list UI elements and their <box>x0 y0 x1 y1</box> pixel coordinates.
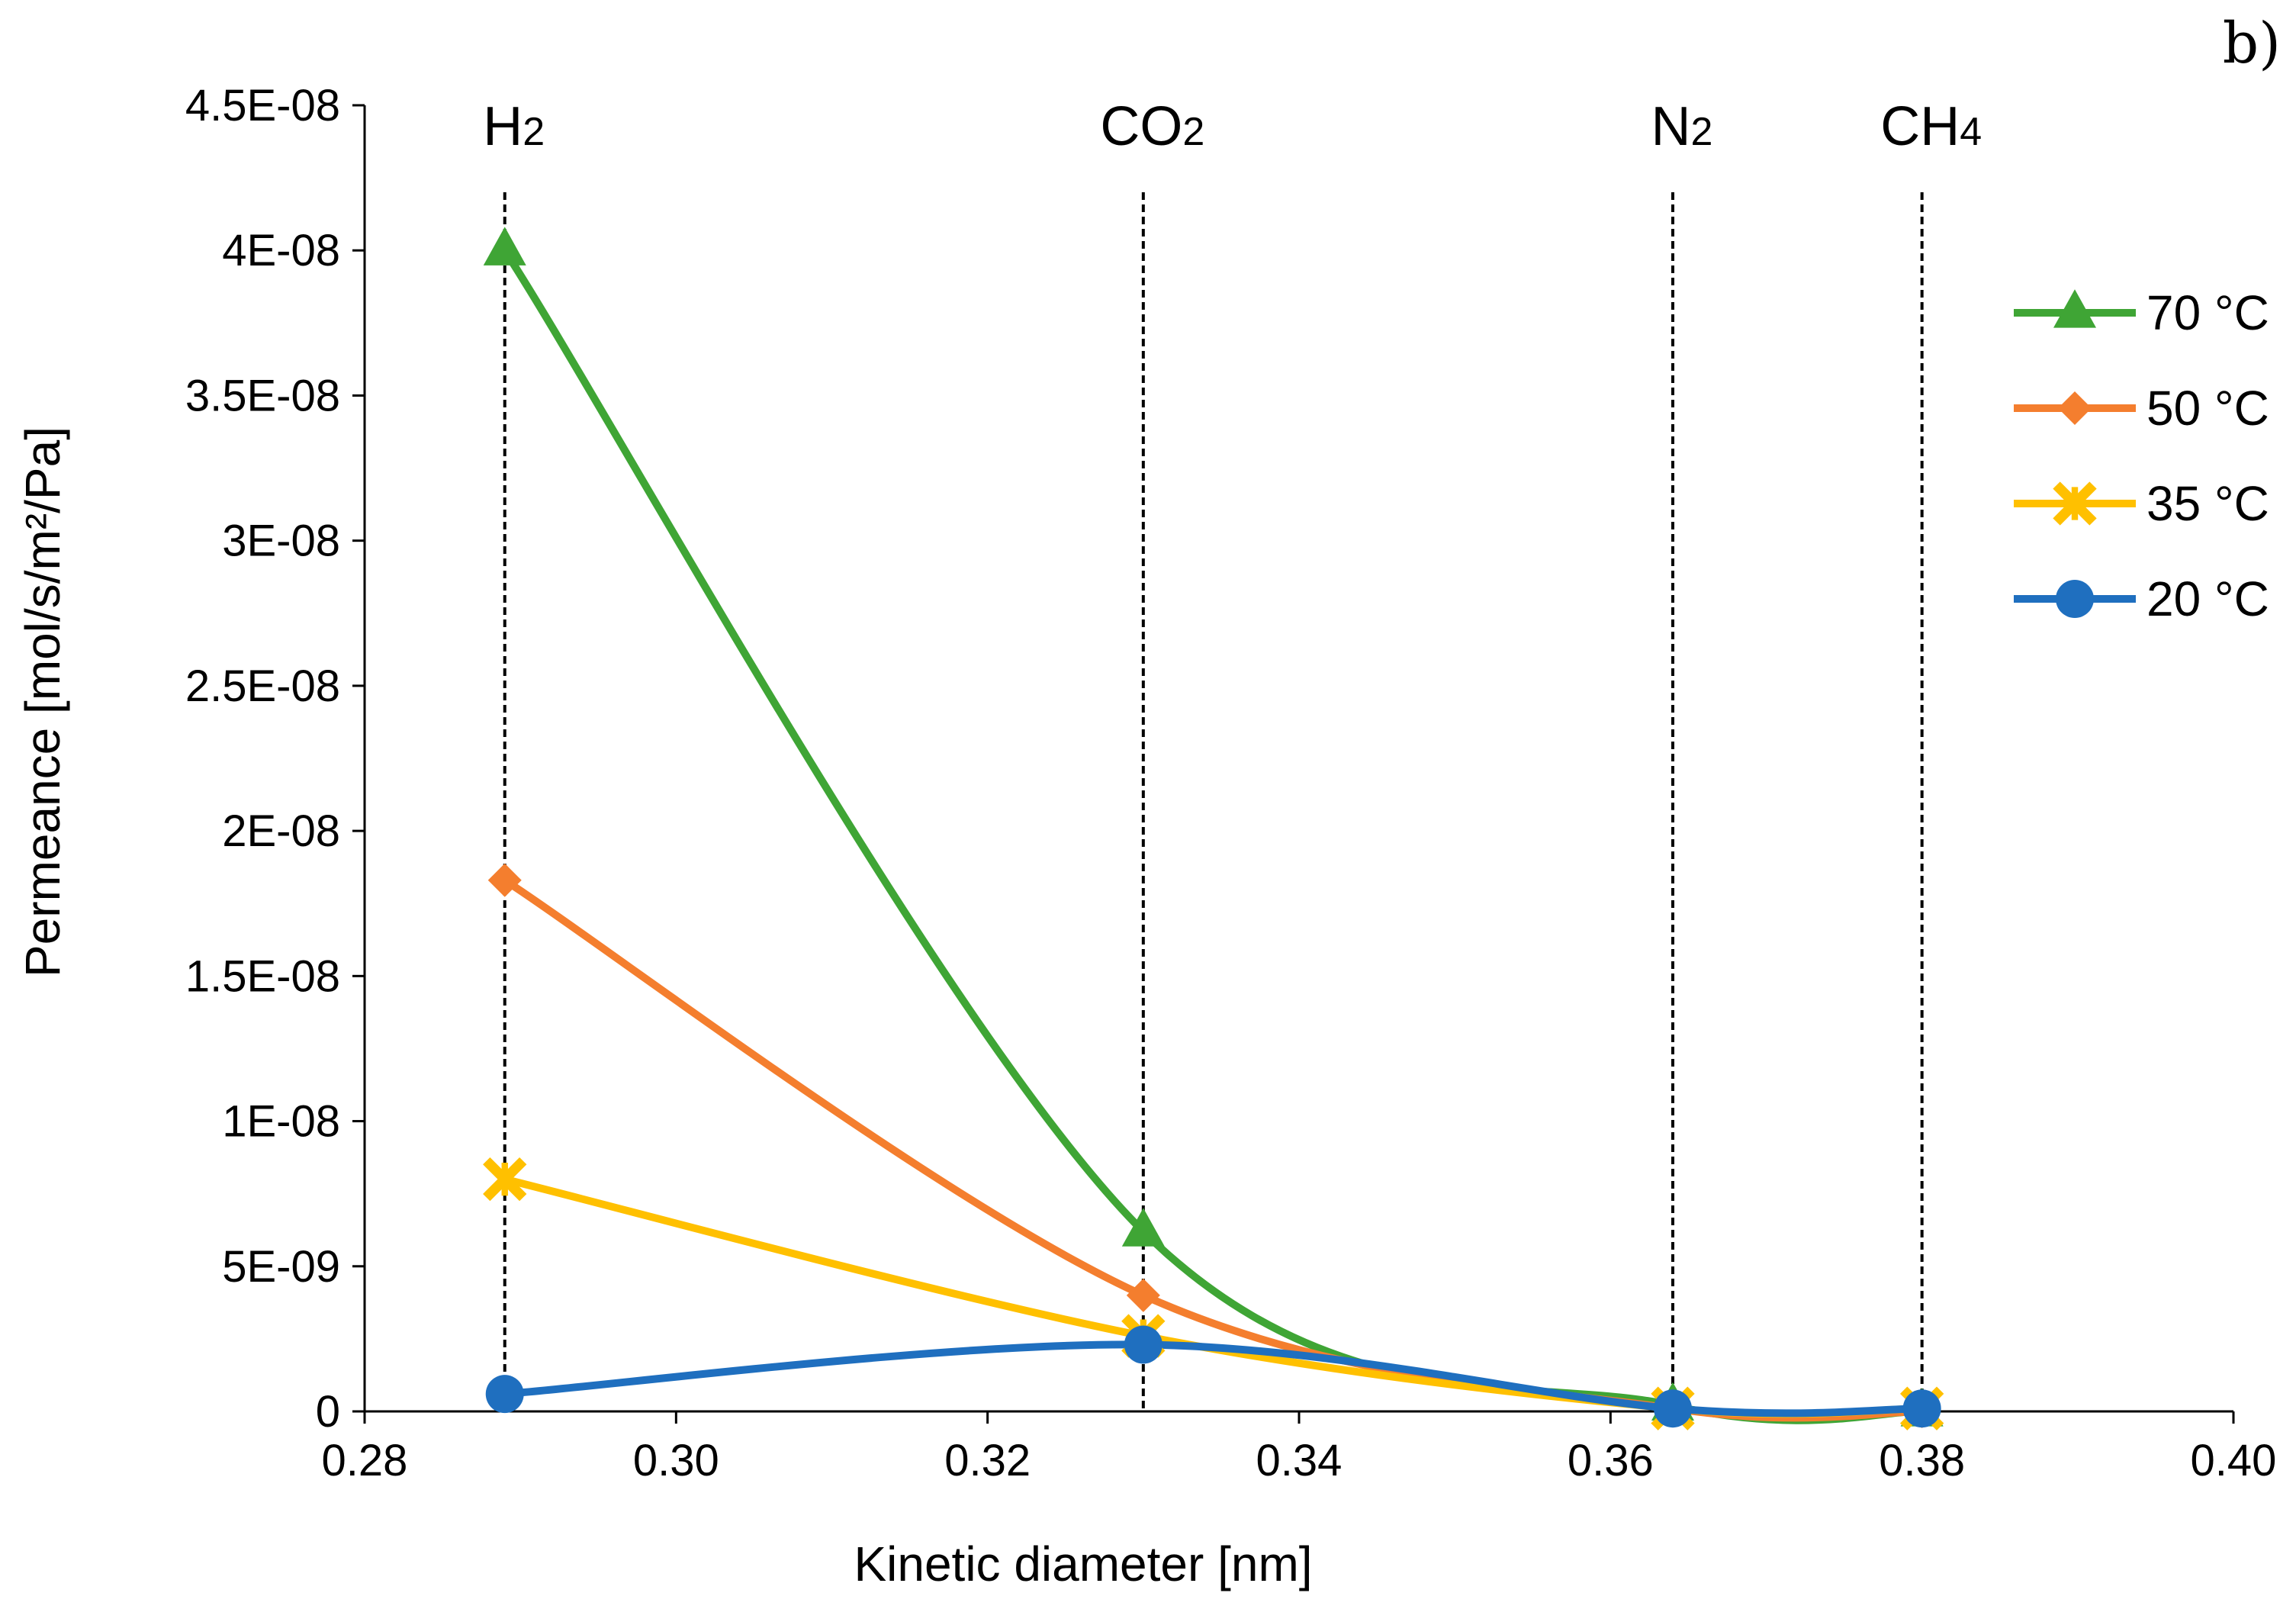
data-point-x <box>483 1157 527 1202</box>
legend-label: 35 °C <box>2146 476 2269 531</box>
y-tick-label: 0 <box>316 1387 340 1437</box>
x-tick-label: 0.28 <box>322 1436 408 1485</box>
x-tick-label: 0.32 <box>944 1436 1031 1485</box>
y-tick-label: 1.5E-08 <box>185 951 340 1001</box>
legend-label: 20 °C <box>2146 571 2269 626</box>
data-point-circle <box>2056 580 2094 618</box>
x-axis-label: Kinetic diameter [nm] <box>854 1537 1312 1591</box>
data-point-triangle <box>483 227 526 265</box>
data-point-diamond <box>487 863 522 897</box>
x-tick-label: 0.38 <box>1879 1436 1965 1485</box>
panel-label: b) <box>2223 11 2281 76</box>
y-tick-label: 4.5E-08 <box>185 81 340 130</box>
legend-label: 50 °C <box>2146 381 2269 436</box>
x-tick-label: 0.30 <box>633 1436 719 1485</box>
gas-label: N2 <box>1651 96 1713 157</box>
y-tick-label: 4E-08 <box>222 226 340 275</box>
data-point-circle <box>1654 1389 1692 1428</box>
x-tick-label: 0.34 <box>1256 1436 1343 1485</box>
data-point-circle <box>485 1375 524 1414</box>
series-line <box>504 1340 1922 1418</box>
y-tick-label: 2E-08 <box>222 806 340 856</box>
y-tick-label: 3E-08 <box>222 516 340 566</box>
x-tick-label: 0.40 <box>2191 1436 2277 1485</box>
legend-label: 70 °C <box>2146 285 2269 340</box>
x-tick-label: 0.36 <box>1568 1436 1654 1485</box>
data-point-triangle <box>2053 289 2096 328</box>
y-tick-label: 3.5E-08 <box>185 371 340 420</box>
data-point-x <box>2053 481 2097 526</box>
y-axis-label: Permeance [mol/s/m²/Pa] <box>15 426 70 977</box>
data-point-diamond <box>1126 1278 1160 1312</box>
data-point-circle <box>1902 1389 1941 1428</box>
data-point-circle <box>1124 1325 1162 1364</box>
data-point-diamond <box>2058 391 2092 425</box>
series-markers <box>483 227 1944 1430</box>
y-tick-label: 1E-08 <box>222 1097 340 1147</box>
legend: 70 °C 50 °C 35 °C 20 °C <box>2014 285 2269 626</box>
series-lines <box>501 248 1922 1424</box>
y-tick-label: 5E-09 <box>222 1242 340 1292</box>
data-point-triangle <box>1121 1208 1165 1247</box>
y-tick-label: 2.5E-08 <box>185 661 340 711</box>
